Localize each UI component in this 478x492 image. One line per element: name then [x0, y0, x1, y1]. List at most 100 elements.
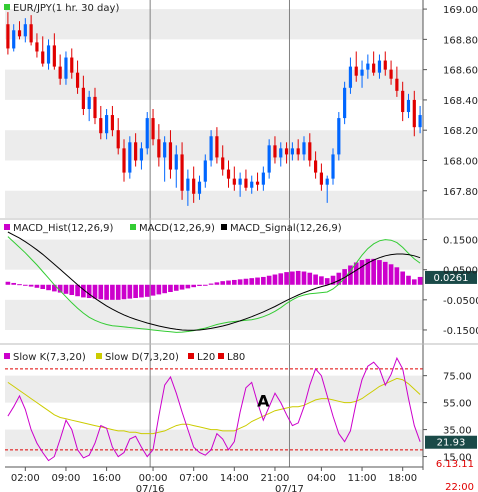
candle-body [203, 160, 207, 182]
candle-body [197, 181, 202, 194]
candle-body [110, 115, 114, 131]
candle-body [134, 142, 138, 161]
legend-swatch [96, 353, 102, 359]
candle-body [401, 90, 405, 113]
candle-body [6, 24, 10, 49]
candle-body [128, 142, 132, 173]
x-tick-label: 11:00 [348, 473, 377, 484]
macd-hist-bar [75, 284, 80, 297]
candle-body [284, 148, 289, 155]
macd-hist-bar [377, 260, 382, 285]
y-tick-label: 167.80 [443, 187, 478, 198]
macd-hist-bar [307, 272, 313, 285]
macd-hist-bar [139, 284, 144, 298]
macd-hist-bar [34, 284, 40, 288]
macd-hist-bar [133, 284, 138, 299]
macd-hist-bar [313, 274, 318, 285]
candle-body [325, 178, 329, 185]
candle-body [406, 99, 411, 113]
candle-body [308, 142, 312, 161]
y-tick-label: 35.00 [443, 426, 472, 437]
macd-hist-bar [22, 284, 28, 286]
macd-hist-bar [173, 284, 179, 291]
candle-body [377, 60, 382, 73]
grid-band [5, 69, 423, 100]
macd-hist-bar [208, 283, 214, 285]
candle-body [180, 154, 184, 191]
macd-hist-bar [115, 284, 121, 300]
macd-hist-bar [243, 278, 249, 285]
candle-body [296, 148, 300, 155]
macd-hist-bar [185, 284, 191, 289]
macd-hist-bar [168, 284, 173, 292]
candle-body [238, 178, 242, 185]
y-tick-label: 169.00 [443, 5, 478, 16]
corner-date: 6.13.11 [436, 459, 474, 470]
candle-body [93, 96, 97, 119]
candle-body [354, 66, 358, 76]
candle-body [255, 181, 260, 185]
x-date-label: 07/17 [275, 484, 304, 492]
candle-body [343, 87, 347, 119]
candle-body [23, 24, 27, 37]
price-panel [6, 12, 422, 206]
macd-hist-bar [394, 267, 400, 285]
macd-hist-bar [81, 284, 86, 298]
title-swatch [4, 4, 10, 10]
macd-hist-bar [388, 264, 394, 285]
y-tick-label: 168.20 [443, 126, 478, 137]
macd-hist-bar [371, 258, 376, 285]
legend-swatch [188, 353, 194, 359]
candle-body [105, 115, 109, 134]
y-tick-label: 75.00 [443, 372, 472, 383]
candle-body [151, 118, 155, 140]
macd-hist-bar [365, 258, 371, 285]
macd-hist-bar [330, 275, 336, 285]
macd-hist-bar [179, 284, 185, 290]
candle-body [232, 178, 236, 185]
macd-line [7, 236, 421, 333]
day-separators [149, 0, 290, 467]
macd-hist-bar [319, 276, 324, 285]
macd-hist-bar [301, 271, 307, 285]
macd-hist-bar [237, 279, 243, 285]
chart-title: EUR/JPY(1 hr. 30 day) [13, 3, 119, 14]
x-tick-label: 00:00 [139, 473, 168, 484]
x-tick-label: 07:00 [179, 473, 208, 484]
x-date-label: 07/16 [136, 484, 165, 492]
macd-hist-bar [110, 284, 115, 300]
candle-body [261, 172, 265, 185]
legend-swatch [218, 353, 224, 359]
candle-body [75, 72, 80, 88]
legend-label: Slow K(7,3,20) [13, 352, 86, 363]
stochastic-panel: A 21.93 [5, 356, 477, 462]
candle-body [35, 42, 39, 52]
macd-hist-bar [144, 284, 150, 297]
candle-body [209, 136, 213, 161]
candle-body [279, 148, 283, 158]
macd-hist-bar [226, 280, 231, 285]
candle-body [29, 24, 33, 43]
candle-body [412, 99, 416, 128]
macd-hist-bar [46, 284, 51, 291]
macd-hist-bar [348, 265, 353, 285]
macd-hist-bar [28, 284, 34, 287]
macd-hist-bar [261, 276, 266, 285]
macd-hist-bar [104, 284, 109, 300]
macd-signal-line [7, 231, 421, 331]
macd-hist-bar [284, 272, 289, 285]
legends: EUR/JPY(1 hr. 30 day) MACD_Hist(12,26,9) M… [4, 3, 342, 363]
candle-body [41, 51, 45, 64]
macd-hist-bar [400, 271, 406, 285]
x-tick-label: 21:00 [261, 473, 290, 484]
x-tick-label: 02:00 [11, 473, 40, 484]
x-tick-label: 14:00 [220, 473, 249, 484]
candle-body [348, 66, 353, 88]
macd-hist-bar [5, 281, 11, 285]
candle-body [215, 136, 219, 158]
grid-band [5, 9, 423, 40]
candle-body [81, 87, 85, 109]
y-tick-label: 168.00 [443, 156, 478, 167]
stoch-value-label: 21.93 [437, 438, 466, 449]
